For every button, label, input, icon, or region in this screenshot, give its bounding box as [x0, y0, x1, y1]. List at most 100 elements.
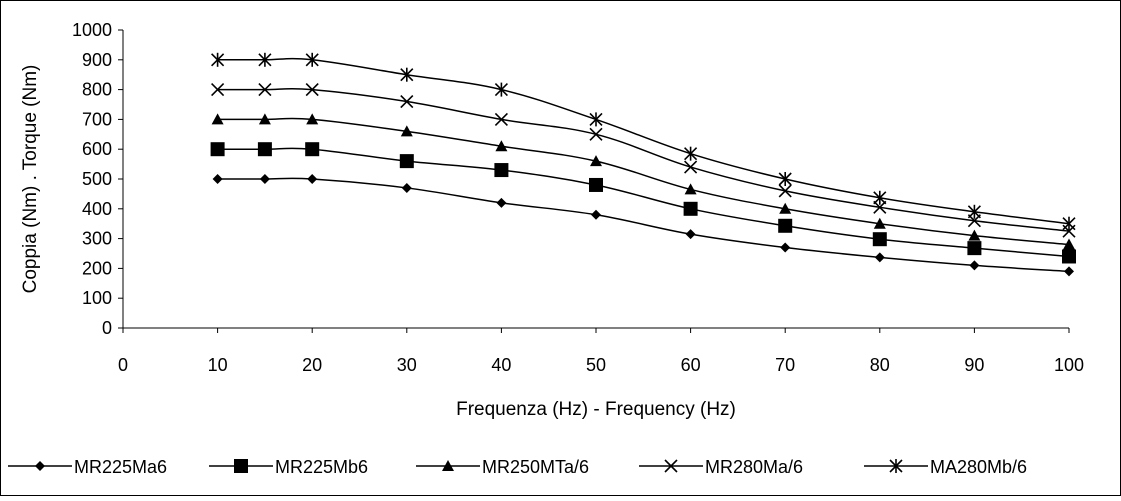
data-point	[306, 113, 319, 125]
legend-marker	[234, 459, 248, 473]
data-point	[589, 127, 603, 141]
y-tick-label: 500	[82, 169, 112, 189]
data-point	[1062, 216, 1076, 231]
data-point	[305, 52, 319, 67]
data-point	[400, 94, 414, 109]
x-tick-label: 40	[491, 355, 511, 375]
data-point	[400, 125, 413, 137]
legend-label: MA280Mb/6	[930, 457, 1027, 477]
x-tick-label: 60	[681, 355, 701, 375]
data-point	[778, 184, 792, 198]
y-tick-label: 600	[82, 139, 112, 159]
data-point	[779, 202, 792, 214]
legend-entry: MA280Mb/6	[864, 457, 1027, 477]
data-point	[401, 182, 412, 193]
data-point	[494, 163, 509, 178]
data-point	[589, 177, 603, 192]
y-tick-label: 1000	[72, 20, 112, 40]
series-MR250MTa/6	[211, 113, 1075, 250]
data-point	[496, 197, 507, 208]
x-tick-label: 50	[586, 355, 606, 375]
data-point	[590, 155, 602, 167]
data-point	[873, 217, 886, 229]
data-point	[684, 183, 697, 195]
legend-label: MR225Ma6	[74, 457, 167, 477]
data-point	[780, 242, 791, 253]
data-point	[969, 260, 980, 271]
legend: MR225Ma6 MR225Mb6 MR250MTa/6 MR280Ma/6 MA280…	[8, 457, 1027, 477]
legend-entry: MR280Ma/6	[639, 457, 803, 477]
x-tick-label: 10	[208, 355, 228, 375]
data-point	[305, 83, 319, 97]
data-point	[685, 229, 696, 240]
legend-marker	[889, 459, 903, 473]
data-point	[968, 229, 981, 241]
data-point	[683, 201, 698, 216]
legend-label: MR250MTa/6	[482, 457, 589, 477]
x-tick-label: 20	[302, 355, 322, 375]
series-MR225Mb6	[210, 142, 1076, 264]
y-tick-label: 100	[82, 288, 112, 308]
x-tick-label: 90	[964, 355, 984, 375]
data-point	[778, 218, 793, 233]
y-tick-label: 200	[82, 258, 112, 278]
series-MR225Ma6	[212, 174, 1074, 277]
data-point	[258, 83, 272, 97]
data-point	[399, 154, 414, 169]
data-point	[494, 112, 508, 126]
data-point	[684, 146, 698, 161]
data-point	[1064, 266, 1074, 277]
data-point	[873, 200, 887, 214]
data-point	[259, 174, 270, 184]
data-point	[258, 113, 271, 125]
data-point	[967, 241, 982, 256]
y-tick-label: 800	[82, 80, 112, 100]
data-point	[589, 112, 603, 127]
x-tick-label: 30	[397, 355, 417, 375]
legend-entry: MR250MTa/6	[416, 457, 589, 477]
data-point	[778, 172, 792, 186]
data-point	[684, 160, 698, 174]
data-point	[211, 113, 224, 125]
x-tick-label: 0	[118, 355, 128, 375]
data-point	[400, 67, 414, 82]
legend-marker	[664, 459, 678, 473]
data-point	[591, 209, 601, 220]
data-point	[211, 83, 225, 97]
axes: 0 100 200 300 400 500 600 700 800 900 1000 0 10 20 30 4…	[72, 20, 1084, 375]
series-MA280Mb/6	[211, 52, 1076, 231]
data-point	[1063, 238, 1075, 250]
legend-entry: MR225Mb6	[209, 457, 368, 477]
legend-marker	[442, 460, 454, 471]
data-point	[494, 82, 508, 97]
legend-entry: MR225Ma6	[8, 457, 167, 477]
data-point	[210, 142, 225, 157]
data-point	[258, 52, 272, 67]
y-tick-label: 400	[82, 199, 112, 219]
data-point	[257, 142, 272, 157]
x-axis-label: Frequenza (Hz) - Frequency (Hz)	[456, 399, 736, 420]
data-point	[211, 52, 225, 67]
legend-label: MR225Mb6	[275, 457, 368, 477]
data-point	[873, 190, 887, 205]
data-point	[495, 140, 508, 152]
x-tick-label: 100	[1054, 355, 1084, 375]
legend-label: MR280Ma/6	[705, 457, 803, 477]
series-layer	[210, 52, 1076, 277]
y-tick-label: 300	[82, 229, 112, 249]
data-point	[872, 232, 887, 247]
data-point	[967, 204, 981, 219]
y-axis-label: Coppia (Nm) . Torque (Nm)	[20, 65, 41, 294]
y-tick-label: 900	[82, 50, 112, 70]
x-tick-label: 70	[775, 355, 795, 375]
y-tick-label: 0	[102, 318, 112, 338]
y-tick-label: 700	[82, 109, 112, 129]
x-tick-label: 80	[870, 355, 890, 375]
legend-marker	[35, 461, 45, 471]
data-point	[874, 252, 885, 263]
data-point	[305, 142, 320, 157]
data-point	[212, 174, 223, 184]
